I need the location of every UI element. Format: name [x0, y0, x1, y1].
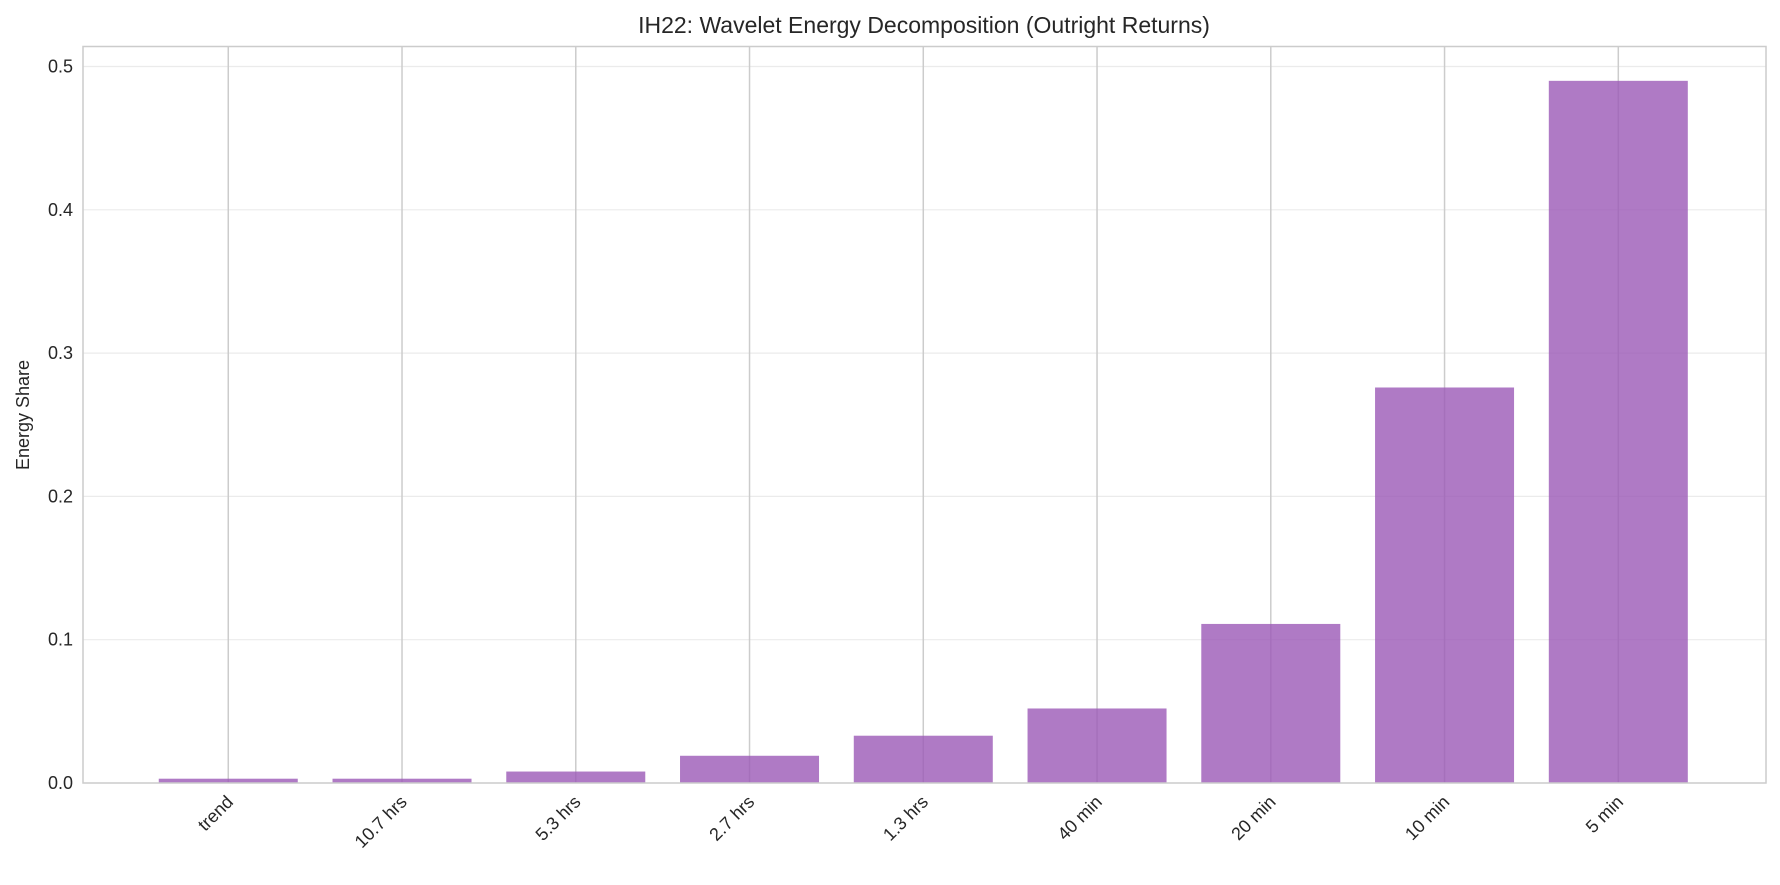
bar-trend: [158, 778, 298, 783]
chart-title: IH22: Wavelet Energy Decomposition (Outr…: [638, 12, 1210, 38]
bar-5-3-hrs: [506, 771, 646, 783]
y-axis-label: Energy Share: [13, 360, 33, 470]
x-tick-label: 1.3 hrs: [879, 792, 932, 845]
bar-20-min: [1201, 623, 1341, 783]
x-tick-label: 10.7 hrs: [351, 792, 411, 852]
x-tick-label: 5 min: [1582, 792, 1627, 837]
x-tick-label: 40 min: [1054, 792, 1106, 844]
x-tick-label: 2.7 hrs: [705, 792, 758, 845]
x-tick-label: 5.3 hrs: [532, 792, 585, 845]
x-tick-label: trend: [194, 792, 237, 835]
bar-10-7-hrs: [332, 778, 472, 783]
bar-5-min: [1548, 80, 1688, 783]
y-tick-label: 0.5: [48, 57, 73, 77]
bar-40-min: [1027, 708, 1167, 783]
x-tick-label: 20 min: [1227, 792, 1279, 844]
y-tick-label: 0.1: [48, 630, 73, 650]
bar-2-7-hrs: [680, 755, 820, 783]
bar-10-min: [1375, 387, 1515, 783]
y-tick-label: 0.0: [48, 773, 73, 793]
x-tick-label: 10 min: [1401, 792, 1453, 844]
y-tick-label: 0.3: [48, 343, 73, 363]
y-tick-label: 0.4: [48, 200, 73, 220]
bar-1-3-hrs: [853, 735, 993, 783]
y-tick-label: 0.2: [48, 486, 73, 506]
plot-frame: [82, 45, 1767, 784]
